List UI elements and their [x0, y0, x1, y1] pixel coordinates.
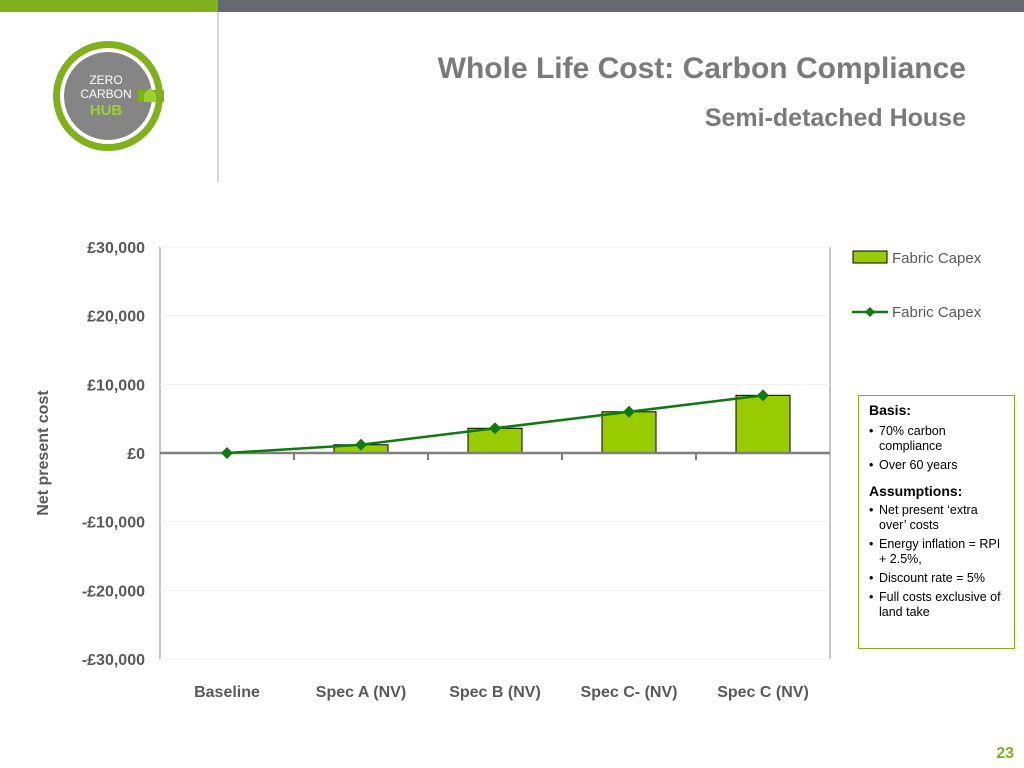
- y-tick-label: £10,000: [87, 377, 145, 394]
- top-header-bar: [218, 0, 1024, 12]
- legend-swatch-line: [852, 307, 888, 317]
- whole-life-cost-chart: £30,000 £20,000 £10,000 £0 -£10,000 -£20,000 -…: [35, 240, 831, 701]
- legend-swatch-bar: [852, 250, 888, 264]
- assumption-item: Net present ‘extra over’ costs: [869, 503, 1006, 533]
- y-tick-label: -£20,000: [82, 583, 145, 600]
- logo-text-zero: ZERO: [89, 73, 122, 87]
- basis-list: 70% carbon compliance Over 60 years: [869, 424, 1006, 473]
- house-icon: [144, 88, 156, 102]
- slide-title: Whole Life Cost: Carbon Compliance: [437, 52, 966, 85]
- logo-text-carbon: CARBON: [80, 87, 131, 101]
- top-accent-bar: [0, 0, 218, 12]
- x-category-label: Spec B (NV): [449, 684, 541, 701]
- y-tick-label: £20,000: [87, 309, 145, 326]
- line-marker: [757, 389, 769, 402]
- y-axis-label: Net present cost: [35, 390, 52, 516]
- y-tick-label: £30,000: [87, 240, 145, 257]
- zero-carbon-hub-logo: ZERO CARBON HUB: [53, 41, 164, 151]
- legend-item-line: Fabric Capex: [852, 300, 1022, 324]
- line-marker: [221, 447, 233, 459]
- x-category-label: Spec C (NV): [717, 684, 809, 701]
- y-tick-label: -£30,000: [82, 652, 145, 669]
- bar: [735, 394, 791, 454]
- basis-assumptions-box: Basis: 70% carbon compliance Over 60 yea…: [858, 395, 1015, 649]
- assumptions-list: Net present ‘extra over’ costs Energy in…: [869, 503, 1006, 620]
- logo-disc: [64, 52, 152, 140]
- line-marker: [489, 422, 501, 435]
- x-category-label: Spec A (NV): [316, 684, 406, 701]
- basis-item: Over 60 years: [869, 458, 1006, 473]
- assumption-item: Energy inflation = RPI + 2.5%,: [869, 537, 1006, 567]
- y-tick-label: -£10,000: [82, 515, 145, 532]
- assumptions-heading: Assumptions:: [869, 483, 963, 499]
- legend-item-bar: Fabric Capex: [852, 246, 1022, 270]
- x-category-label: Spec C- (NV): [581, 684, 678, 701]
- y-tick-label: £0: [127, 446, 145, 463]
- legend-label-bar: Fabric Capex: [892, 250, 982, 267]
- basis-heading: Basis:: [869, 402, 912, 418]
- x-category-label: Baseline: [194, 684, 260, 701]
- page-number: 23: [996, 745, 1014, 762]
- basis-item: 70% carbon compliance: [869, 424, 1006, 454]
- line-marker: [355, 438, 367, 451]
- logo-text-hub: HUB: [90, 102, 123, 119]
- legend-label-line: Fabric Capex: [892, 304, 982, 321]
- assumption-item: Full costs exclusive of land take: [869, 590, 1006, 620]
- header-divider: [217, 12, 219, 182]
- assumption-item: Discount rate = 5%: [869, 571, 1006, 586]
- line-marker: [623, 405, 635, 418]
- slide-subtitle: Semi-detached House: [704, 104, 966, 132]
- bar: [601, 411, 657, 454]
